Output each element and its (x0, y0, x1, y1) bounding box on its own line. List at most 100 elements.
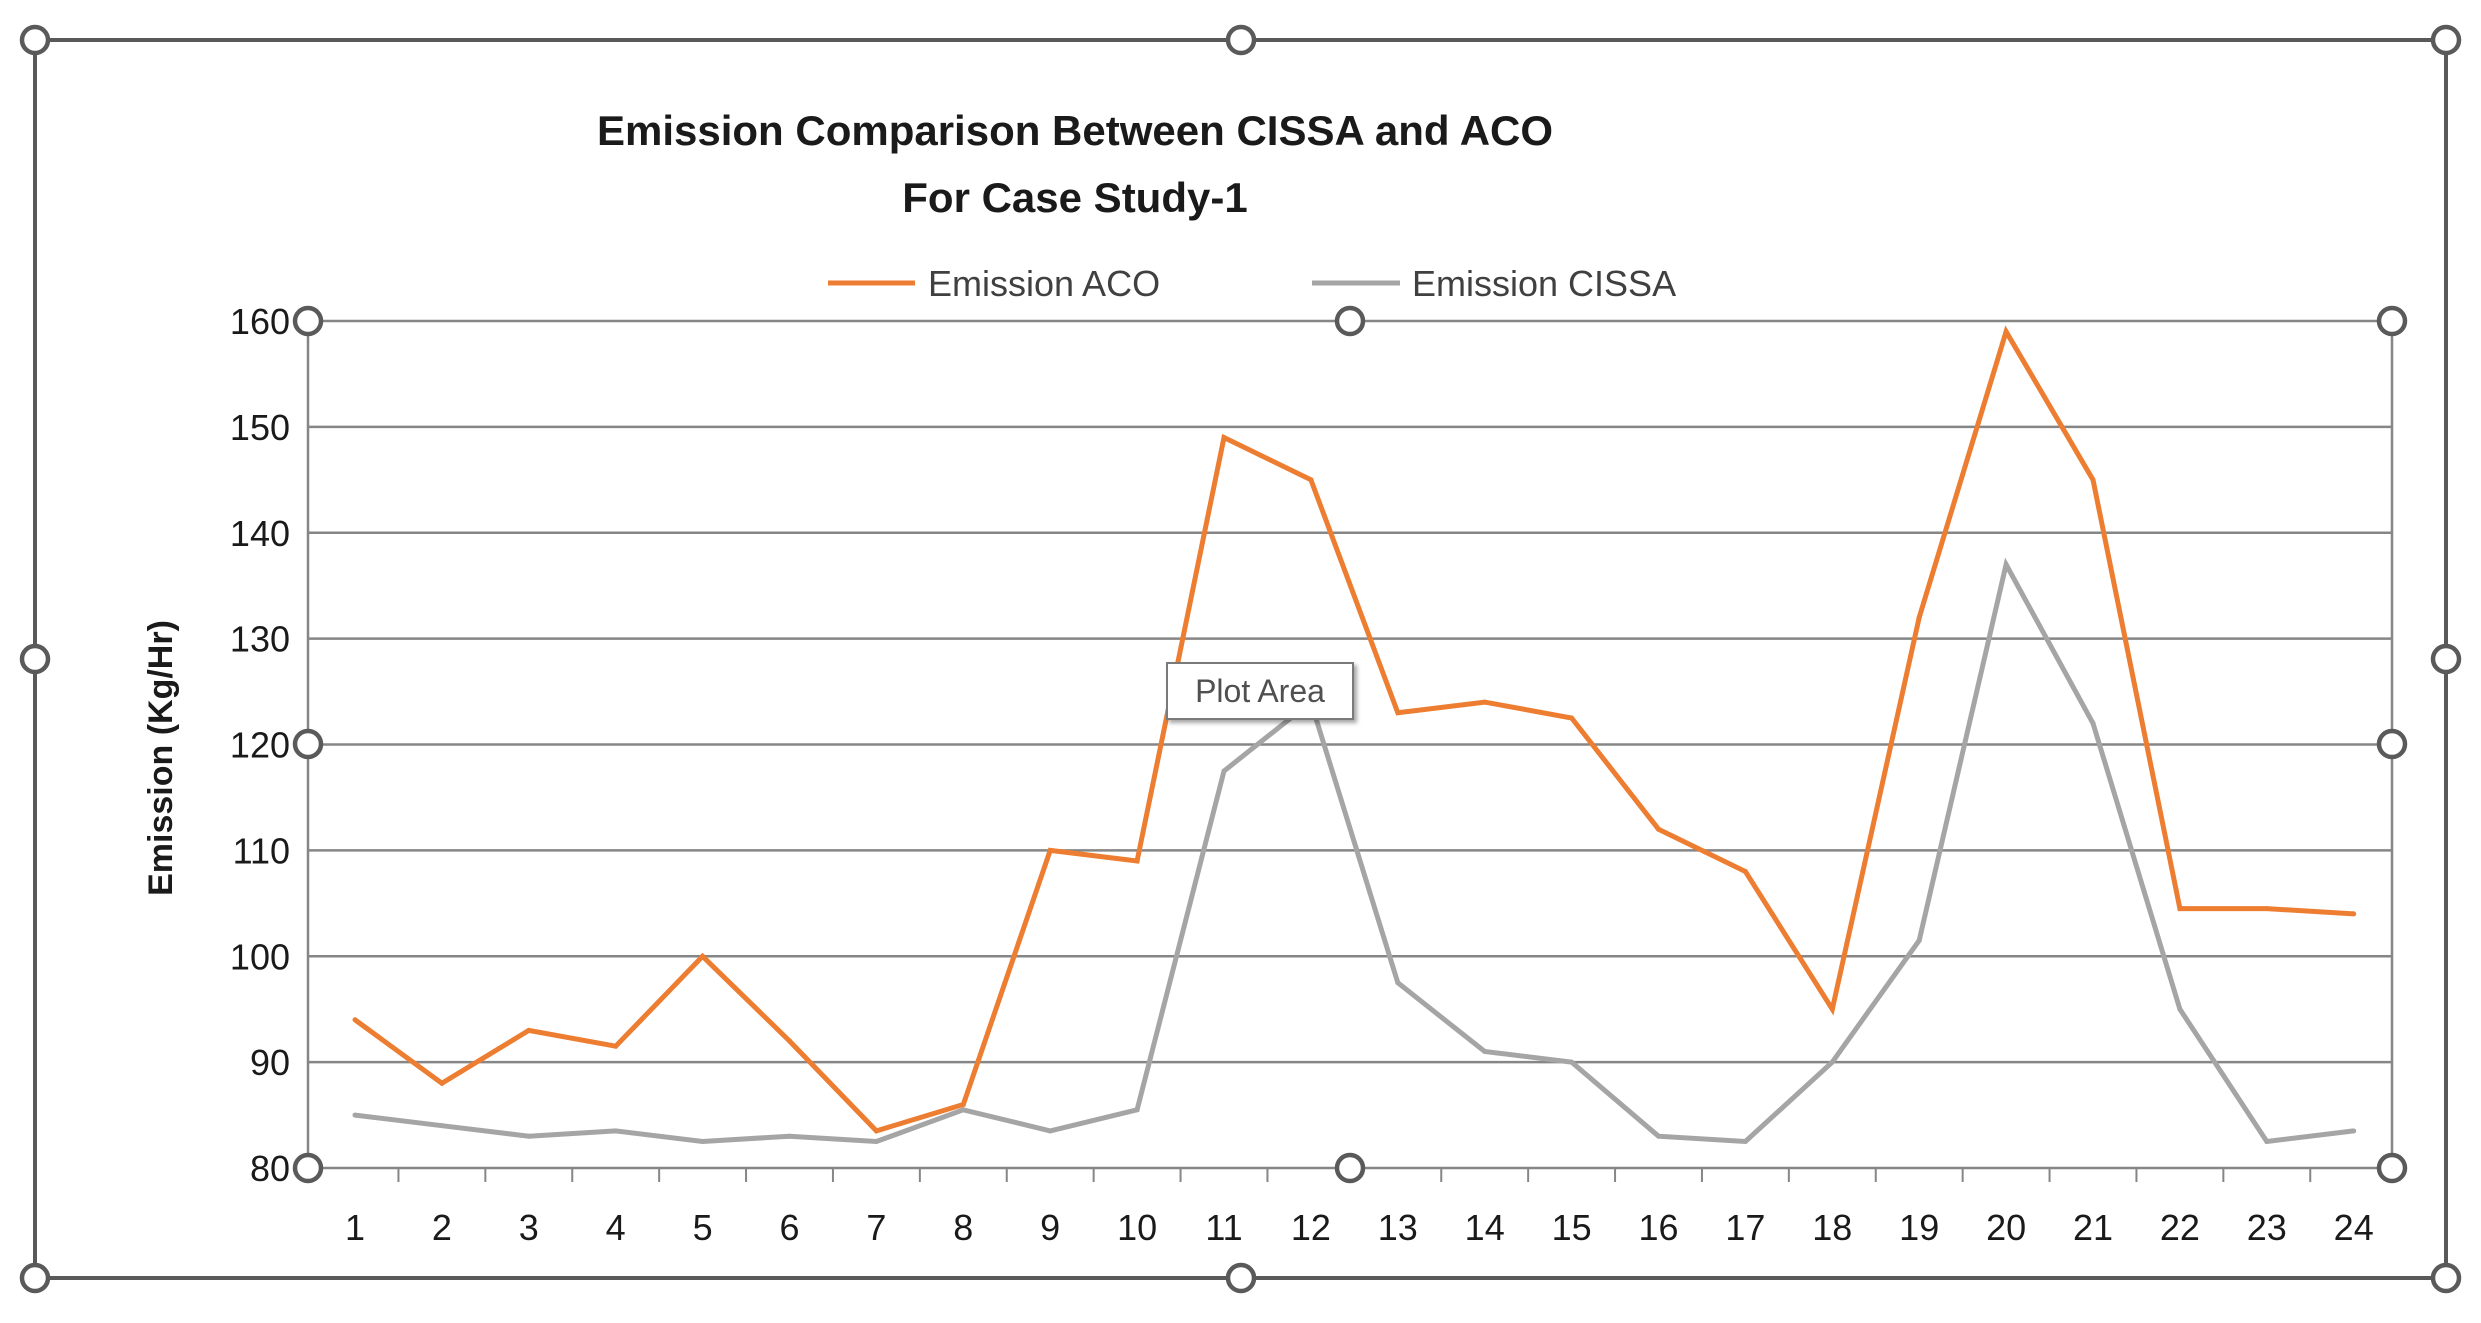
legend-label-aco: Emission ACO (928, 263, 1160, 304)
data-point-emission-aco (1916, 614, 1922, 620)
x-tick-label: 4 (606, 1207, 626, 1248)
chart-handle-bottom-mid[interactable] (1225, 1262, 1257, 1294)
x-tick-label: 19 (1899, 1207, 1939, 1248)
x-axis-ticks: 1 2 3 4 5 6 7 8 9 10 11 12 13 14 15 16 17 18 19 20 21 22 23 24 (310, 1168, 2399, 1248)
y-tick-label: 80 (250, 1148, 290, 1189)
data-point-emission-aco (526, 1027, 532, 1033)
x-tick-label: 24 (2334, 1207, 2374, 1248)
data-point-emission-cissa (2090, 720, 2096, 726)
data-point-emission-aco (352, 1017, 358, 1023)
data-point-emission-cissa (439, 1123, 445, 1129)
plot-handle-bottom-right[interactable] (2376, 1152, 2408, 1184)
data-point-emission-cissa (787, 1133, 792, 1139)
chart-subtitle: For Case Study-1 (902, 174, 1247, 221)
chart-handle-bottom-right[interactable] (2430, 1262, 2462, 1294)
data-point-emission-cissa (1221, 768, 1227, 774)
data-point-emission-aco (960, 1101, 966, 1107)
data-point-emission-aco (1308, 477, 1314, 483)
data-point-emission-aco (1656, 826, 1661, 832)
x-tick-label: 9 (1040, 1207, 1060, 1248)
data-point-emission-cissa (1656, 1133, 1661, 1139)
data-point-emission-aco (1395, 710, 1401, 716)
x-tick-label: 2 (432, 1207, 452, 1248)
x-tick-label: 3 (519, 1207, 539, 1248)
data-point-emission-cissa (526, 1133, 532, 1139)
data-point-emission-cissa (700, 1139, 706, 1145)
y-tick-label: 120 (230, 725, 290, 766)
chart-handle-mid-left[interactable] (19, 643, 51, 675)
data-point-emission-cissa (613, 1128, 619, 1134)
data-point-emission-aco (787, 1038, 792, 1044)
data-point-emission-aco (439, 1080, 445, 1086)
data-point-emission-aco (1047, 847, 1053, 853)
y-tick-label: 130 (230, 619, 290, 660)
plot-handle-mid-left[interactable] (292, 728, 324, 760)
x-tick-label: 21 (2073, 1207, 2113, 1248)
x-tick-label: 13 (1378, 1207, 1418, 1248)
data-point-emission-cissa (2177, 1006, 2183, 1012)
data-point-emission-aco (1829, 1006, 1835, 1012)
data-point-emission-aco (1221, 434, 1227, 440)
chart-handle-top-left[interactable] (19, 24, 51, 56)
data-point-emission-cissa (1742, 1139, 1748, 1145)
chart-handle-top-right[interactable] (2430, 24, 2462, 56)
data-point-emission-cissa (1916, 937, 1922, 943)
data-point-emission-aco (2264, 906, 2270, 912)
series-line-emission-cissa (354, 557, 2355, 1145)
data-point-emission-cissa (1569, 1059, 1575, 1065)
data-point-emission-cissa (1134, 1107, 1140, 1113)
chart-handle-top-mid[interactable] (1225, 24, 1257, 56)
y-axis-label: Emission (Kg/Hr) (142, 620, 180, 896)
y-tick-label: 160 (230, 301, 290, 342)
y-tick-label: 110 (233, 830, 290, 871)
data-point-emission-aco (1742, 869, 1748, 875)
y-tick-label: 90 (250, 1042, 290, 1083)
plot-area-tooltip: Plot Area (1166, 662, 1354, 720)
chart-title: Emission Comparison Between CISSA and AC… (597, 107, 1553, 154)
x-tick-label: 10 (1117, 1207, 1157, 1248)
plot-handle-bottom-mid[interactable] (1334, 1152, 1366, 1184)
data-point-emission-aco (2177, 906, 2183, 912)
plot-handle-bottom-left[interactable] (292, 1152, 324, 1184)
data-point-emission-aco (613, 1043, 619, 1049)
chart-handle-bottom-left[interactable] (19, 1262, 51, 1294)
data-point-emission-cissa (873, 1139, 879, 1145)
x-tick-label: 16 (1638, 1207, 1678, 1248)
x-tick-label: 15 (1552, 1207, 1592, 1248)
data-point-emission-cissa (2351, 1128, 2357, 1134)
x-tick-label: 20 (1986, 1207, 2026, 1248)
x-tick-label: 7 (866, 1207, 886, 1248)
data-point-emission-cissa (1482, 1049, 1488, 1055)
data-point-emission-cissa (352, 1112, 358, 1118)
x-tick-label: 17 (1725, 1207, 1765, 1248)
x-tick-label: 14 (1465, 1207, 1505, 1248)
x-tick-label: 11 (1205, 1207, 1242, 1248)
plot-handle-top-right[interactable] (2376, 305, 2408, 337)
selection-handles[interactable] (19, 24, 2462, 1294)
series-layer (352, 325, 2357, 1145)
plot-handle-mid-right[interactable] (2376, 728, 2408, 760)
series-line-emission-aco (353, 325, 2354, 1134)
data-point-emission-aco (1134, 858, 1140, 864)
x-tick-label: 22 (2160, 1207, 2200, 1248)
y-axis-ticks: 80 90 100 110 120 130 140 150 160 (230, 301, 290, 1189)
y-tick-label: 100 (230, 936, 290, 977)
data-point-emission-cissa (1395, 980, 1401, 986)
chart-handle-mid-right[interactable] (2430, 643, 2462, 675)
data-point-emission-aco (2090, 477, 2096, 483)
chart-area-frame (33, 38, 2448, 1280)
x-tick-label: 12 (1291, 1207, 1331, 1248)
plot-handle-top-mid[interactable] (1334, 305, 1366, 337)
y-tick-label: 140 (230, 513, 290, 554)
x-tick-label: 5 (693, 1207, 713, 1248)
data-point-emission-cissa (2264, 1139, 2270, 1145)
legend-label-cissa: Emission CISSA (1412, 263, 1676, 304)
x-tick-label: 1 (345, 1207, 365, 1248)
x-tick-label: 6 (779, 1207, 799, 1248)
data-point-emission-cissa (1829, 1059, 1835, 1065)
y-tick-label: 150 (230, 407, 290, 448)
x-tick-label: 8 (953, 1207, 973, 1248)
plot-handle-top-left[interactable] (292, 305, 324, 337)
